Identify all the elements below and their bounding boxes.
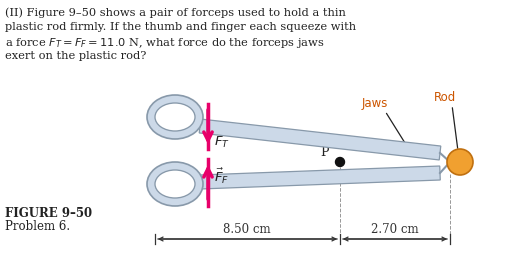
Text: $\vec{F}_T$: $\vec{F}_T$ xyxy=(214,130,230,149)
Text: (II) Figure 9–50 shows a pair of forceps used to hold a thin: (II) Figure 9–50 shows a pair of forceps… xyxy=(5,7,346,18)
Ellipse shape xyxy=(155,104,195,132)
Text: P: P xyxy=(320,146,328,159)
Ellipse shape xyxy=(155,170,195,198)
Text: FIGURE 9–50: FIGURE 9–50 xyxy=(5,206,92,219)
Ellipse shape xyxy=(147,162,203,206)
Polygon shape xyxy=(199,120,441,160)
Polygon shape xyxy=(200,166,440,189)
Circle shape xyxy=(447,149,473,175)
Text: Problem 6.: Problem 6. xyxy=(5,219,70,232)
Text: 8.50 cm: 8.50 cm xyxy=(223,222,271,235)
Circle shape xyxy=(335,158,345,167)
Text: a force $F_T = F_F = 11.0$ N, what force do the forceps jaws: a force $F_T = F_F = 11.0$ N, what force… xyxy=(5,36,325,50)
Text: Rod: Rod xyxy=(434,91,456,104)
Ellipse shape xyxy=(147,96,203,139)
Text: 2.70 cm: 2.70 cm xyxy=(371,222,419,235)
Text: $\vec{F}_F$: $\vec{F}_F$ xyxy=(214,166,229,185)
Text: plastic rod firmly. If the thumb and finger each squeeze with: plastic rod firmly. If the thumb and fin… xyxy=(5,21,356,31)
Text: Jaws: Jaws xyxy=(362,97,388,109)
Text: exert on the plastic rod?: exert on the plastic rod? xyxy=(5,50,147,60)
